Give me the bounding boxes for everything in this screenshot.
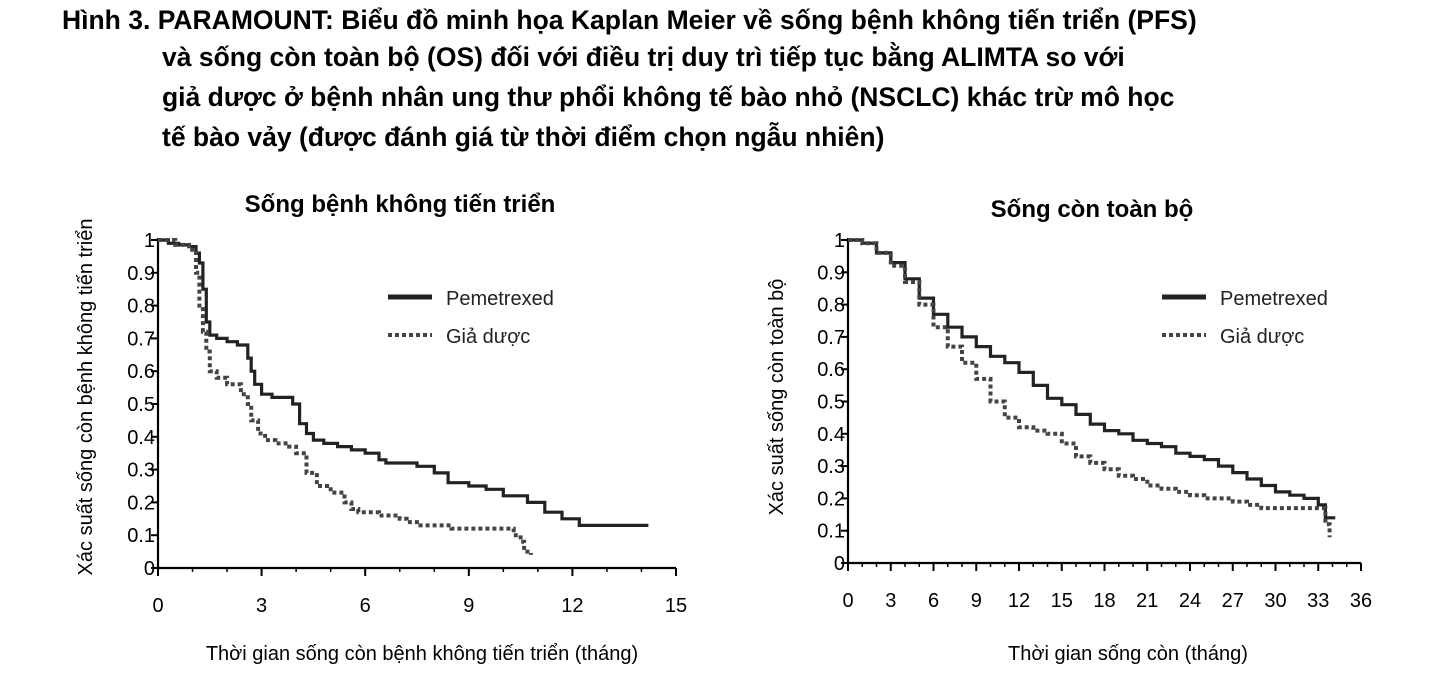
pfs-y-tick-label: 0.1: [127, 525, 155, 547]
pfs-legend-label: Giả dược: [446, 326, 530, 348]
pfs-y-tick-label: 0.9: [127, 263, 155, 285]
pfs-x-tick-label: 15: [665, 595, 687, 617]
pfs-y-tick-label: 0.3: [127, 460, 155, 482]
pfs-y-tick-label: 0.4: [127, 427, 155, 449]
figure-caption-line: tế bào vảy (được đánh giá từ thời điểm c…: [162, 122, 885, 152]
pfs-x-tick-label: 12: [561, 595, 583, 617]
figure-caption-line: giả dược ở bệnh nhân ung thư phổi không …: [162, 82, 1175, 112]
figure-caption-line: và sống còn toàn bộ (OS) đối với điều tr…: [162, 42, 1125, 72]
pfs-y-tick-label: 0.6: [127, 361, 155, 383]
pfs-y-tick-label: 0.7: [127, 328, 155, 350]
pfs-legend-label: Pemetrexed: [446, 288, 554, 310]
pfs-x-tick-label: 9: [463, 595, 474, 617]
pfs-x-tick-label: 0: [152, 595, 163, 617]
pfs-y-tick-label: 1: [144, 230, 155, 252]
pfs-series-placebo-line: [158, 238, 533, 555]
pfs-x-axis-label: Thời gian sống còn bệnh không tiến triển…: [206, 643, 638, 665]
figure-caption-line: Hình 3. PARAMOUNT: Biểu đồ minh họa Kapl…: [62, 5, 1197, 35]
pfs-y-tick-label: 0: [144, 558, 155, 580]
pfs-x-tick-label: 3: [256, 595, 267, 617]
pfs-y-tick-label: 0.2: [127, 492, 155, 514]
pfs-chart-title: Sống bệnh không tiến triển: [245, 191, 556, 218]
pfs-series-pemetrexed-line: [158, 238, 649, 527]
pfs-y-tick-label: 0.8: [127, 296, 155, 318]
pfs-y-axis-label: Xác suất sống còn bệnh không tiến triển: [75, 219, 97, 576]
pfs-x-tick-label: 6: [360, 595, 371, 617]
pfs-y-tick-label: 0.5: [127, 394, 155, 416]
